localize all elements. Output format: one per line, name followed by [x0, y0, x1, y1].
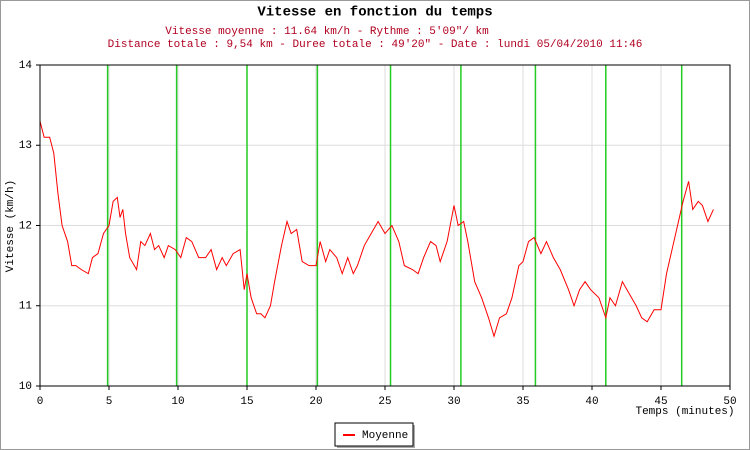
y-tick-label: 13: [19, 140, 32, 152]
plot-border: [39, 64, 731, 387]
x-tick-label: 5: [106, 396, 113, 408]
x-tick-label: 10: [171, 396, 184, 408]
legend-label: Moyenne: [362, 430, 408, 442]
x-tick-label: 20: [309, 396, 322, 408]
x-tick-label: 40: [585, 396, 598, 408]
y-tick-label: 12: [19, 220, 32, 232]
x-tick-label: 35: [516, 396, 529, 408]
chart-title: Vitesse en fonction du temps: [257, 5, 492, 21]
subtitle: Vitesse moyenne : 11.64 km/h - Rythme : …: [165, 26, 489, 38]
y-tick-label: 14: [19, 60, 33, 72]
x-tick-label: 25: [378, 396, 391, 408]
y-tick-label: 10: [19, 381, 32, 393]
x-tick-label: 0: [37, 396, 44, 408]
legend-box: [334, 422, 414, 447]
x-axis-label: Temps (minutes): [635, 406, 734, 418]
line-series: [39, 121, 714, 338]
x-tick-label: 15: [240, 396, 253, 408]
y-tick-label: 11: [19, 301, 33, 313]
x-tick-label: 45: [654, 396, 667, 408]
y-axis-label: Vitesse (km/h): [5, 180, 17, 272]
x-tick-label: 50: [723, 396, 736, 408]
x-tick-label: 30: [447, 396, 460, 408]
legend: Moyenne: [334, 422, 415, 448]
subtitle: Distance totale : 9,54 km - Duree totale…: [108, 39, 643, 51]
